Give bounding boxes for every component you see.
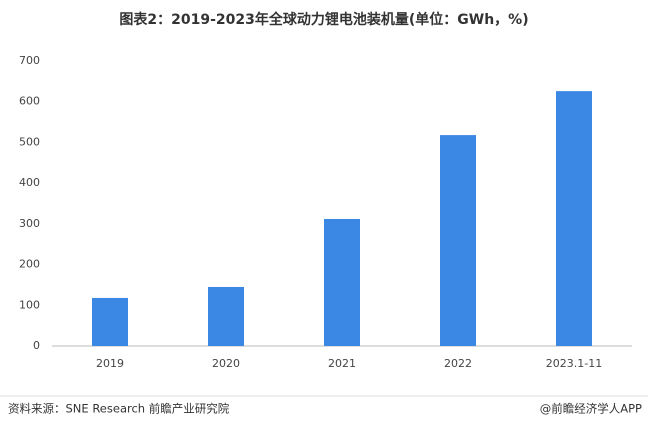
- y-tick-label: 500: [19, 135, 40, 148]
- source: 资料来源：SNE Research 前瞻产业研究院: [8, 402, 230, 416]
- x-tick-label: 2020: [212, 357, 240, 370]
- footer: @前瞻经济学人APP: [540, 402, 642, 416]
- y-tick-label: 400: [19, 176, 40, 189]
- x-tick-label: 2021: [328, 357, 356, 370]
- x-tick-label: 2022: [444, 357, 472, 370]
- y-tick-label: 300: [19, 217, 40, 230]
- bar: [208, 286, 244, 346]
- y-tick-label: 700: [19, 54, 40, 67]
- y-tick-label: 600: [19, 95, 40, 108]
- y-tick-label: 200: [19, 258, 40, 271]
- bar: [556, 91, 592, 346]
- chart-title: 图表2：2019-2023年全球动力锂电池装机量(单位：GWh，%): [119, 11, 528, 28]
- bar: [92, 297, 128, 346]
- bar: [440, 135, 476, 346]
- y-tick-label: 0: [33, 339, 40, 352]
- bar: [324, 218, 360, 346]
- x-tick-label: 2019: [96, 357, 124, 370]
- y-tick-label: 100: [19, 298, 40, 311]
- x-tick-label: 2023.1-11: [546, 357, 602, 370]
